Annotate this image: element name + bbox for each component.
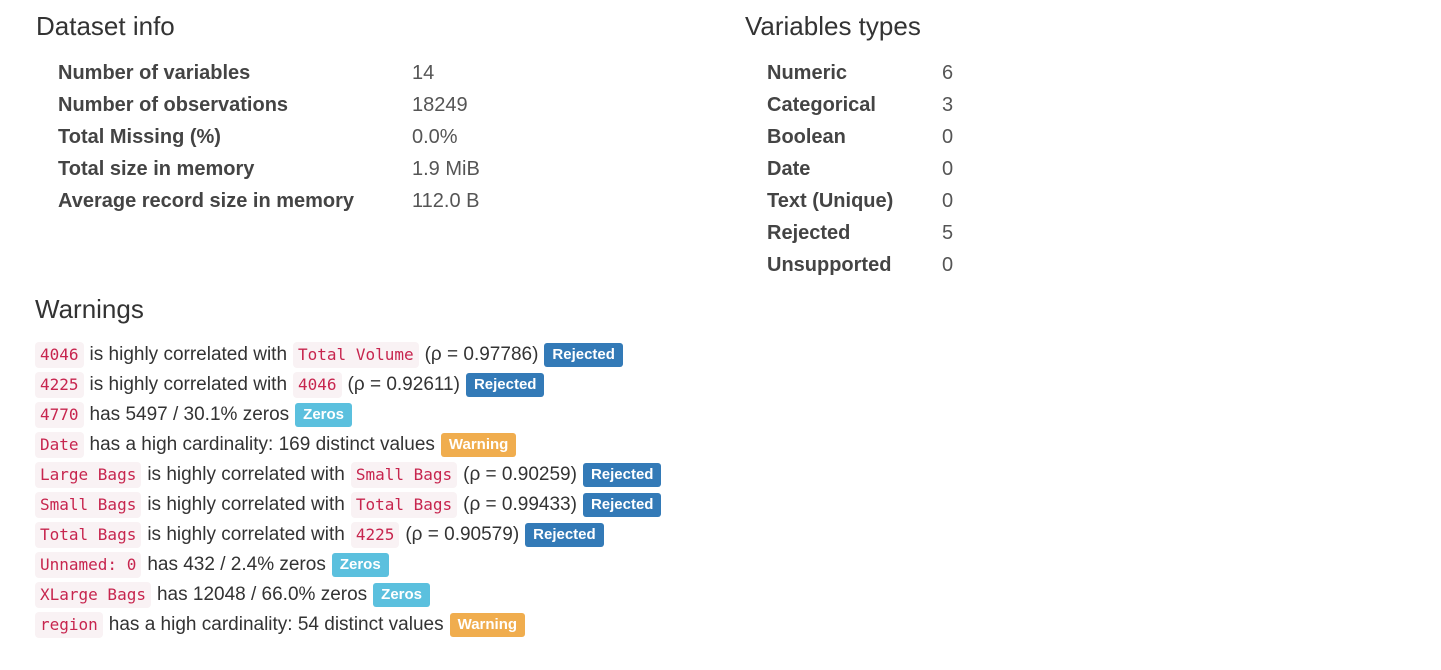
dataset-info-value: 14 <box>412 62 435 84</box>
dataset-info-label: Total size in memory <box>58 158 255 180</box>
warning-item: XLarge Bags has 12048 / 66.0% zeros Zero… <box>35 580 661 610</box>
warning-text: is highly correlated with <box>147 464 345 485</box>
correlated-variable-link[interactable]: Small Bags <box>350 462 458 488</box>
variables-types-row: Categorical 3 <box>767 89 953 121</box>
dataset-info-label: Total Missing (%) <box>58 126 221 148</box>
warning-text: is highly correlated with <box>147 494 345 515</box>
warning-text: is highly correlated with <box>89 344 288 365</box>
rejected-badge: Rejected <box>582 493 662 517</box>
variables-types-value: 5 <box>942 222 954 244</box>
variable-link[interactable]: 4770 <box>35 402 84 428</box>
variables-types-value: 0 <box>942 190 954 212</box>
correlated-variable-link[interactable]: Total Bags <box>350 492 458 518</box>
rejected-badge: Rejected <box>465 373 545 397</box>
variable-link[interactable]: region <box>35 612 103 638</box>
variable-link[interactable]: 4225 <box>35 372 84 398</box>
rejected-badge: Rejected <box>544 343 623 367</box>
dataset-info-label: Number of variables <box>58 62 251 84</box>
warnings-title: Warnings <box>35 294 144 324</box>
warning-item: Date has a high cardinality: 169 distinc… <box>35 430 661 460</box>
dataset-info-row: Total size in memory 1.9 MiB <box>58 153 480 185</box>
warning-item: 4770 has 5497 / 30.1% zeros Zeros <box>35 400 661 430</box>
rejected-badge: Rejected <box>582 463 662 487</box>
variable-link[interactable]: Small Bags <box>35 492 142 518</box>
warning-text: is highly correlated with <box>147 524 345 545</box>
variable-link[interactable]: Date <box>35 432 84 458</box>
variables-types-label: Text (Unique) <box>767 190 894 212</box>
zeros-badge: Zeros <box>295 403 353 427</box>
correlation-value: (ρ = 0.90259) <box>463 464 577 485</box>
correlation-value: (ρ = 0.97786) <box>424 344 539 365</box>
zeros-badge: Zeros <box>331 553 389 577</box>
correlation-value: (ρ = 0.92611) <box>347 374 460 395</box>
zeros-badge: Zeros <box>373 583 431 607</box>
warning-item: 4046 is highly correlated with Total Vol… <box>35 340 661 370</box>
warning-item: Unnamed: 0 has 432 / 2.4% zeros Zeros <box>35 550 661 580</box>
variables-types-label: Numeric <box>767 62 848 84</box>
dataset-info-value: 1.9 MiB <box>412 158 480 180</box>
dataset-info-value: 0.0% <box>412 126 458 148</box>
dataset-info-row: Number of variables 14 <box>58 57 480 89</box>
variables-types-label: Unsupported <box>767 254 892 276</box>
correlation-value: (ρ = 0.99433) <box>463 494 577 515</box>
variables-types-value: 0 <box>942 126 954 148</box>
correlated-variable-link[interactable]: 4046 <box>293 372 342 398</box>
warning-text: is highly correlated with <box>89 374 288 395</box>
warning-text: has a high cardinality: 54 distinct valu… <box>108 614 444 635</box>
correlation-value: (ρ = 0.90579) <box>405 524 520 545</box>
warning-badge: Warning <box>449 613 526 637</box>
variables-types-value: 0 <box>942 158 954 180</box>
dataset-info-row: Average record size in memory 112.0 B <box>58 185 480 217</box>
dataset-info-label: Number of observations <box>58 94 289 116</box>
correlated-variable-link[interactable]: 4225 <box>350 522 400 548</box>
variables-types-row: Unsupported 0 <box>767 249 953 281</box>
variable-link[interactable]: Total Bags <box>35 522 142 548</box>
variables-types-value: 0 <box>942 254 954 276</box>
warning-text: has a high cardinality: 169 distinct val… <box>89 434 435 455</box>
warning-item: 4225 is highly correlated with 4046 (ρ =… <box>35 370 661 400</box>
warning-text: has 12048 / 66.0% zeros <box>156 584 368 605</box>
variables-types-row: Rejected 5 <box>767 217 953 249</box>
dataset-info-value: 18249 <box>412 94 468 116</box>
variables-types-row: Numeric 6 <box>767 57 953 89</box>
variables-types-label: Rejected <box>767 222 851 244</box>
variables-types-title: Variables types <box>745 11 921 41</box>
variable-link[interactable]: Large Bags <box>35 462 142 488</box>
variables-types-row: Text (Unique) 0 <box>767 185 953 217</box>
variables-types-label: Date <box>767 158 811 180</box>
rejected-badge: Rejected <box>525 523 604 547</box>
warning-item: Large Bags is highly correlated with Sma… <box>35 460 662 490</box>
variables-types-label: Boolean <box>767 126 846 148</box>
variables-types-label: Categorical <box>767 94 876 116</box>
warnings-list: 4046 is highly correlated with Total Vol… <box>35 340 662 640</box>
dataset-info-label: Average record size in memory <box>58 190 355 212</box>
variable-link[interactable]: 4046 <box>35 342 84 368</box>
warning-item: Total Bags is highly correlated with 422… <box>35 520 661 550</box>
variables-types-value: 6 <box>942 62 954 84</box>
warning-item: Small Bags is highly correlated with Tot… <box>35 490 662 520</box>
variables-types-table: Numeric 6 Categorical 3 Boolean 0 Date 0… <box>767 57 953 281</box>
variables-types-row: Boolean 0 <box>767 121 953 153</box>
dataset-info-row: Total Missing (%) 0.0% <box>58 121 480 153</box>
correlated-variable-link[interactable]: Total Volume <box>293 342 419 368</box>
warning-badge: Warning <box>440 433 517 457</box>
dataset-info-title: Dataset info <box>36 11 175 41</box>
dataset-info-table: Number of variables 14 Number of observa… <box>58 57 480 217</box>
warning-text: has 432 / 2.4% zeros <box>147 554 326 575</box>
variables-types-value: 3 <box>942 94 954 116</box>
variable-link[interactable]: Unnamed: 0 <box>35 552 142 578</box>
warning-text: has 5497 / 30.1% zeros <box>89 404 290 425</box>
warning-item: region has a high cardinality: 54 distin… <box>35 610 661 640</box>
dataset-info-value: 112.0 B <box>412 190 480 212</box>
variable-link[interactable]: XLarge Bags <box>35 582 151 608</box>
dataset-info-row: Number of observations 18249 <box>58 89 480 121</box>
variables-types-row: Date 0 <box>767 153 953 185</box>
